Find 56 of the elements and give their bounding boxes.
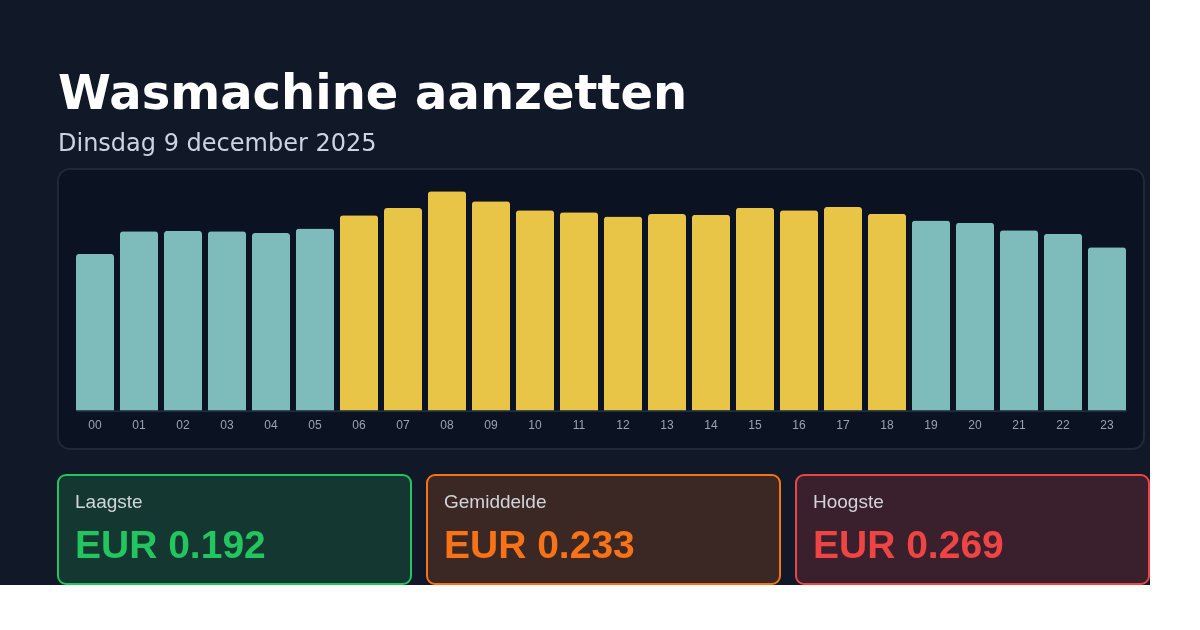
x-tick-label: 01 xyxy=(132,418,146,433)
x-tick-label: 21 xyxy=(1012,418,1026,433)
x-tick-label: 07 xyxy=(396,418,410,433)
x-tick-label: 18 xyxy=(880,418,894,433)
x-tick-label: 16 xyxy=(792,418,806,433)
bar xyxy=(164,230,203,411)
bar xyxy=(647,214,687,411)
x-tick-label: 20 xyxy=(968,418,982,433)
text: Laagste xyxy=(75,491,143,512)
x-tick-label: 19 xyxy=(924,418,938,433)
x-tick-label: 13 xyxy=(660,418,674,433)
bar xyxy=(999,230,1038,411)
bar xyxy=(867,213,906,411)
x-tick-label: 09 xyxy=(484,418,498,433)
bar xyxy=(427,191,467,411)
bar xyxy=(911,220,950,411)
bar xyxy=(735,207,775,411)
bar xyxy=(603,216,643,411)
x-tick-label: 10 xyxy=(528,418,542,433)
x-tick-label: 05 xyxy=(308,418,322,433)
bar xyxy=(515,210,555,411)
x-tick-label: 22 xyxy=(1056,418,1070,433)
x-tick-label: 04 xyxy=(264,418,278,433)
bar xyxy=(340,215,379,411)
bar xyxy=(208,231,247,411)
bar xyxy=(559,212,599,411)
x-tick-label: 17 xyxy=(836,418,850,433)
bar xyxy=(691,214,731,411)
x-tick-label: 00 xyxy=(88,418,102,433)
text: Hoogste xyxy=(813,491,884,512)
x-tick-label: 06 xyxy=(352,418,366,433)
text: EUR 0.269 xyxy=(813,523,1004,566)
x-tick-label: 14 xyxy=(704,418,718,433)
x-tick-label: 23 xyxy=(1100,418,1114,433)
bar xyxy=(779,210,818,411)
x-tick-label: 12 xyxy=(616,418,630,433)
bar xyxy=(823,207,862,411)
chart-subtitle: Dinsdag 9 december 2025 xyxy=(58,129,377,157)
text: EUR 0.192 xyxy=(75,523,266,566)
text: EUR 0.233 xyxy=(444,523,635,566)
x-tick-label: 02 xyxy=(176,418,190,433)
bar xyxy=(76,253,115,411)
bar xyxy=(1087,247,1126,411)
bar xyxy=(471,201,511,411)
bar xyxy=(384,208,423,411)
x-tick-label: 03 xyxy=(220,418,234,433)
bar xyxy=(252,233,291,411)
bar xyxy=(296,228,335,411)
x-tick-label: 15 xyxy=(748,418,762,433)
bar xyxy=(120,231,159,411)
x-tick-label: 11 xyxy=(572,418,586,433)
text: Gemiddelde xyxy=(444,491,547,512)
bar xyxy=(955,222,994,411)
chart-title: Wasmachine aanzetten xyxy=(58,64,688,120)
x-tick-label: 08 xyxy=(440,418,454,433)
bar xyxy=(1043,233,1082,411)
